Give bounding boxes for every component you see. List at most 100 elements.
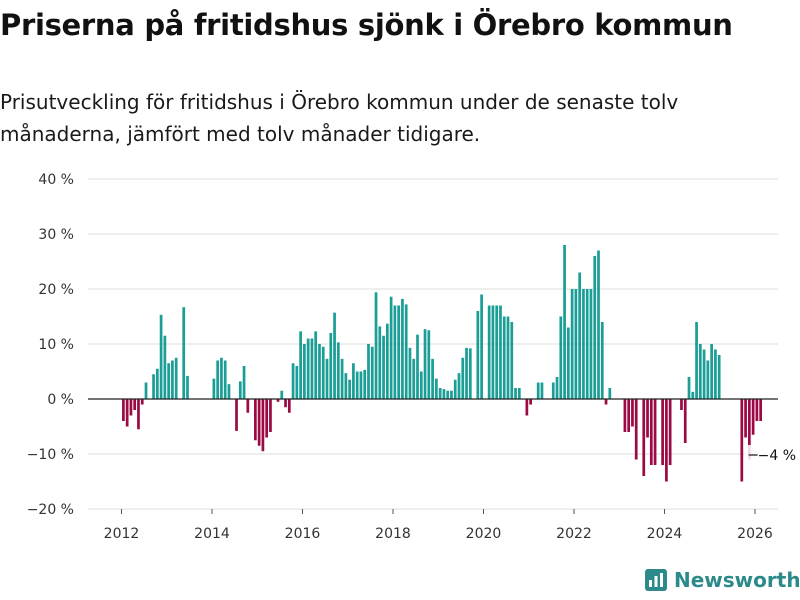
bar xyxy=(306,338,310,399)
bar xyxy=(122,399,125,421)
bar xyxy=(227,384,231,399)
bar xyxy=(182,307,186,399)
x-tick-label: 2026 xyxy=(737,526,773,542)
bar xyxy=(163,335,167,399)
bar xyxy=(174,357,178,399)
y-tick-label: −10 % xyxy=(27,447,74,463)
bar xyxy=(427,330,431,399)
last-value-label-background xyxy=(744,445,789,465)
last-value-annotation: −4 % xyxy=(744,445,796,465)
bar xyxy=(585,289,589,399)
bar xyxy=(220,357,223,399)
bar xyxy=(714,349,717,399)
bar xyxy=(491,305,495,399)
bar xyxy=(517,388,521,399)
bar xyxy=(740,399,744,482)
bar xyxy=(525,399,529,416)
bar xyxy=(706,360,710,399)
bar xyxy=(476,311,480,399)
bar xyxy=(665,399,668,482)
bar xyxy=(559,316,563,399)
bar xyxy=(129,399,133,416)
bar xyxy=(159,314,163,399)
bar xyxy=(246,399,250,413)
bar xyxy=(359,371,363,399)
bar xyxy=(514,388,517,399)
bar xyxy=(382,335,385,399)
bar xyxy=(634,399,638,460)
bar xyxy=(600,322,604,399)
x-tick-label: 2016 xyxy=(285,526,321,542)
bar xyxy=(661,399,664,465)
bar xyxy=(529,399,532,405)
bar xyxy=(355,371,359,399)
y-tick-label: 0 % xyxy=(47,392,74,408)
bar xyxy=(370,346,374,399)
bar xyxy=(212,378,216,399)
bar xyxy=(318,344,321,399)
bar xyxy=(593,256,597,399)
bar xyxy=(321,346,325,399)
bar xyxy=(393,305,397,399)
bar xyxy=(649,399,653,465)
bar xyxy=(367,344,370,399)
bar xyxy=(574,289,578,399)
bar xyxy=(280,390,284,399)
bar xyxy=(389,296,393,399)
bar xyxy=(363,369,367,399)
bar xyxy=(238,381,242,399)
bar xyxy=(408,347,412,399)
bar xyxy=(186,375,189,399)
bar xyxy=(589,289,593,399)
bar xyxy=(570,289,574,399)
bar xyxy=(125,399,129,427)
bar xyxy=(468,348,472,399)
bar xyxy=(303,344,306,399)
bar xyxy=(744,399,747,438)
bar xyxy=(423,329,427,399)
chart-subtitle: Prisutveckling för fritidshus i Örebro k… xyxy=(0,90,679,146)
bar xyxy=(710,344,713,399)
bars xyxy=(122,245,763,482)
bar xyxy=(314,331,318,399)
x-tick-label: 2024 xyxy=(647,526,683,542)
bar xyxy=(495,305,499,399)
bar xyxy=(457,373,461,399)
bar xyxy=(759,399,763,421)
y-tick-label: 10 % xyxy=(38,337,74,353)
bar xyxy=(336,342,340,399)
newsworthy-logo[interactable]: Newsworthy xyxy=(645,568,800,592)
bar xyxy=(144,382,148,399)
bar xyxy=(668,399,672,465)
bar xyxy=(755,399,759,421)
bar xyxy=(276,399,280,402)
bar xyxy=(352,363,355,399)
bar xyxy=(140,399,144,405)
x-tick-label: 2020 xyxy=(466,526,502,542)
bar xyxy=(465,347,468,399)
y-tick-label: 20 % xyxy=(38,282,74,298)
bar xyxy=(747,399,751,460)
x-tick-label: 2014 xyxy=(194,526,230,542)
bar xyxy=(597,250,600,399)
bar xyxy=(461,357,465,399)
x-tick-label: 2012 xyxy=(104,526,140,542)
bar xyxy=(333,312,336,399)
bar xyxy=(453,379,457,399)
bar xyxy=(348,379,351,399)
bar xyxy=(631,399,634,427)
bar xyxy=(171,360,174,399)
bar xyxy=(540,382,544,399)
brand-name: Newsworthy xyxy=(674,568,800,592)
bar xyxy=(608,388,612,399)
bar xyxy=(487,305,491,399)
bar xyxy=(340,358,344,399)
bar xyxy=(431,358,434,399)
last-value-label: −4 % xyxy=(758,448,796,464)
bar xyxy=(325,358,329,399)
x-tick-label: 2018 xyxy=(375,526,411,542)
bar xyxy=(435,378,438,399)
bar xyxy=(223,360,227,399)
y-tick-label: −20 % xyxy=(27,502,74,518)
